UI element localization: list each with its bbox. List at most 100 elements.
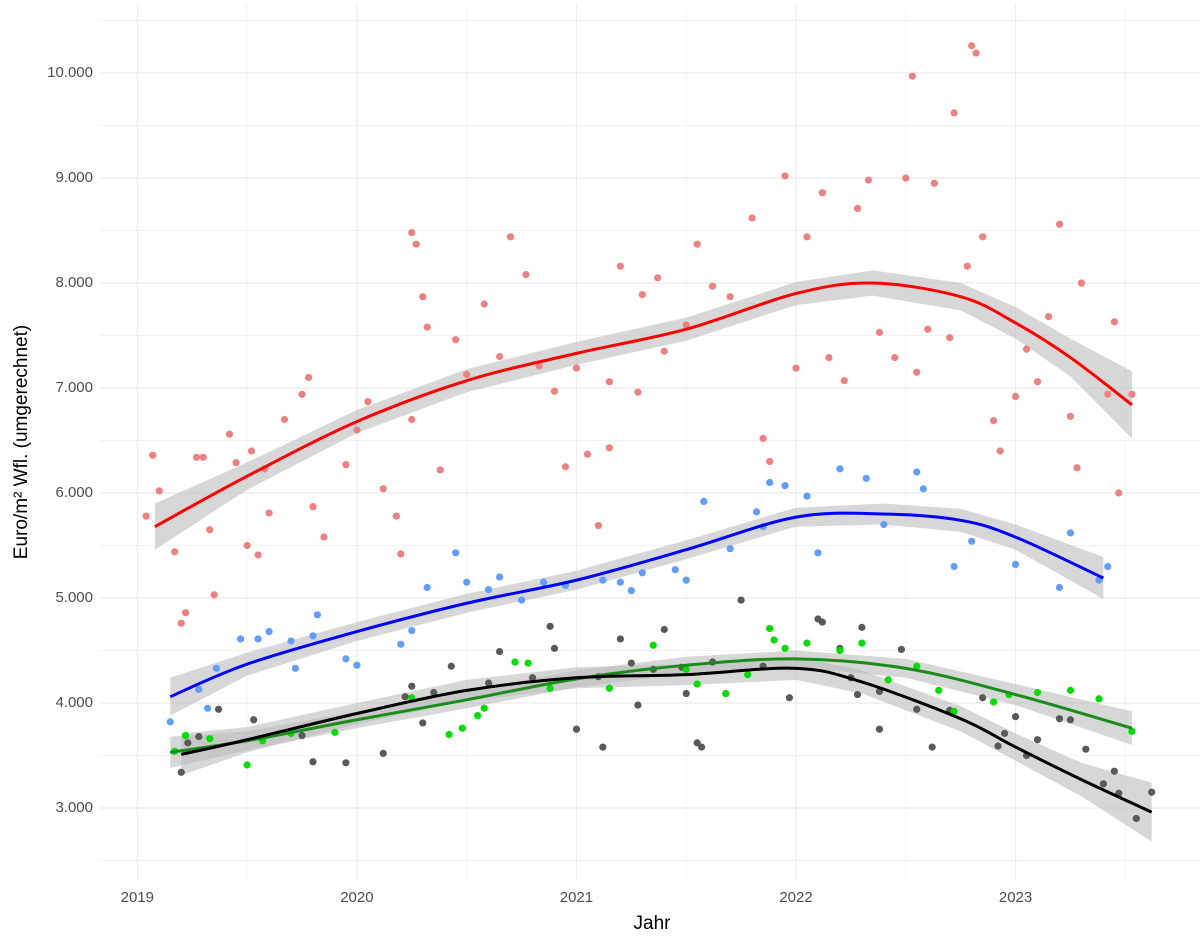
point (309, 503, 317, 511)
point (853, 690, 862, 699)
point (331, 728, 339, 736)
point (250, 716, 258, 724)
point (654, 274, 662, 282)
point (480, 300, 488, 308)
point (550, 387, 559, 395)
smooth-line (154, 281, 1133, 528)
point (634, 388, 642, 396)
point (583, 450, 592, 458)
point (522, 271, 530, 279)
point (803, 233, 811, 241)
point (891, 353, 899, 362)
point (792, 364, 800, 372)
confidence-band (154, 270, 1132, 550)
point (875, 328, 884, 336)
point (682, 576, 690, 584)
smooth-line (170, 657, 1133, 754)
point (605, 684, 613, 692)
point (785, 694, 794, 702)
point (1055, 583, 1064, 592)
point (1066, 686, 1075, 694)
smooth-line (169, 511, 1105, 699)
point (935, 686, 943, 694)
x-tick-label: 2022 (779, 889, 812, 906)
point (726, 293, 734, 301)
point (1066, 716, 1075, 724)
point (1033, 378, 1042, 386)
point (546, 684, 554, 692)
point (1011, 392, 1020, 401)
y-tick-label: 10.000 (47, 64, 93, 81)
y-tick-label: 8.000 (55, 274, 93, 291)
point (814, 549, 822, 557)
point (649, 641, 657, 649)
point (913, 468, 921, 476)
point (853, 204, 862, 213)
point (182, 731, 190, 740)
point (225, 430, 234, 438)
point (539, 578, 548, 586)
point (627, 587, 635, 595)
y-axis-title: Euro/m² Wfl. (umgerechnet) (11, 325, 32, 559)
point (401, 693, 409, 701)
point (744, 671, 752, 679)
point (1033, 688, 1042, 697)
point (1044, 313, 1053, 321)
point (930, 179, 938, 187)
point (254, 635, 262, 643)
point (524, 659, 532, 667)
point (908, 72, 916, 80)
point (412, 240, 420, 248)
point (430, 688, 438, 697)
y-tick-label: 6.000 (55, 484, 93, 501)
point (254, 551, 262, 559)
point (1128, 390, 1136, 398)
point (193, 453, 201, 461)
point (605, 444, 613, 452)
point (825, 353, 833, 362)
point (480, 704, 488, 712)
point (836, 646, 844, 655)
point (660, 347, 668, 355)
point (243, 541, 251, 550)
point (972, 49, 980, 57)
point (1022, 345, 1031, 353)
point (452, 549, 460, 557)
point (990, 698, 998, 706)
point (214, 705, 223, 713)
point (436, 466, 444, 474)
point (149, 451, 157, 459)
point (1104, 562, 1112, 571)
point (195, 732, 203, 741)
point (968, 537, 976, 545)
point (212, 664, 220, 672)
point (379, 485, 387, 493)
point (766, 478, 774, 487)
point (682, 665, 690, 673)
point (397, 640, 405, 648)
x-tick-label: 2020 (340, 889, 373, 906)
smooth-line (180, 666, 1153, 814)
point (803, 492, 811, 500)
point (884, 676, 892, 684)
point (506, 233, 515, 241)
point (1110, 767, 1118, 775)
point (232, 458, 240, 467)
point (913, 705, 921, 713)
point (1132, 814, 1140, 823)
point (1066, 412, 1075, 420)
point (880, 520, 888, 529)
point (463, 370, 471, 378)
point (627, 659, 635, 667)
point (919, 485, 927, 493)
point (182, 609, 190, 617)
point (902, 174, 910, 182)
point (309, 758, 317, 766)
point (599, 576, 607, 584)
point (298, 390, 306, 398)
point (561, 463, 570, 471)
point (1055, 220, 1064, 228)
y-tick-label: 9.000 (55, 169, 93, 186)
point (605, 378, 613, 386)
point (1099, 780, 1107, 788)
